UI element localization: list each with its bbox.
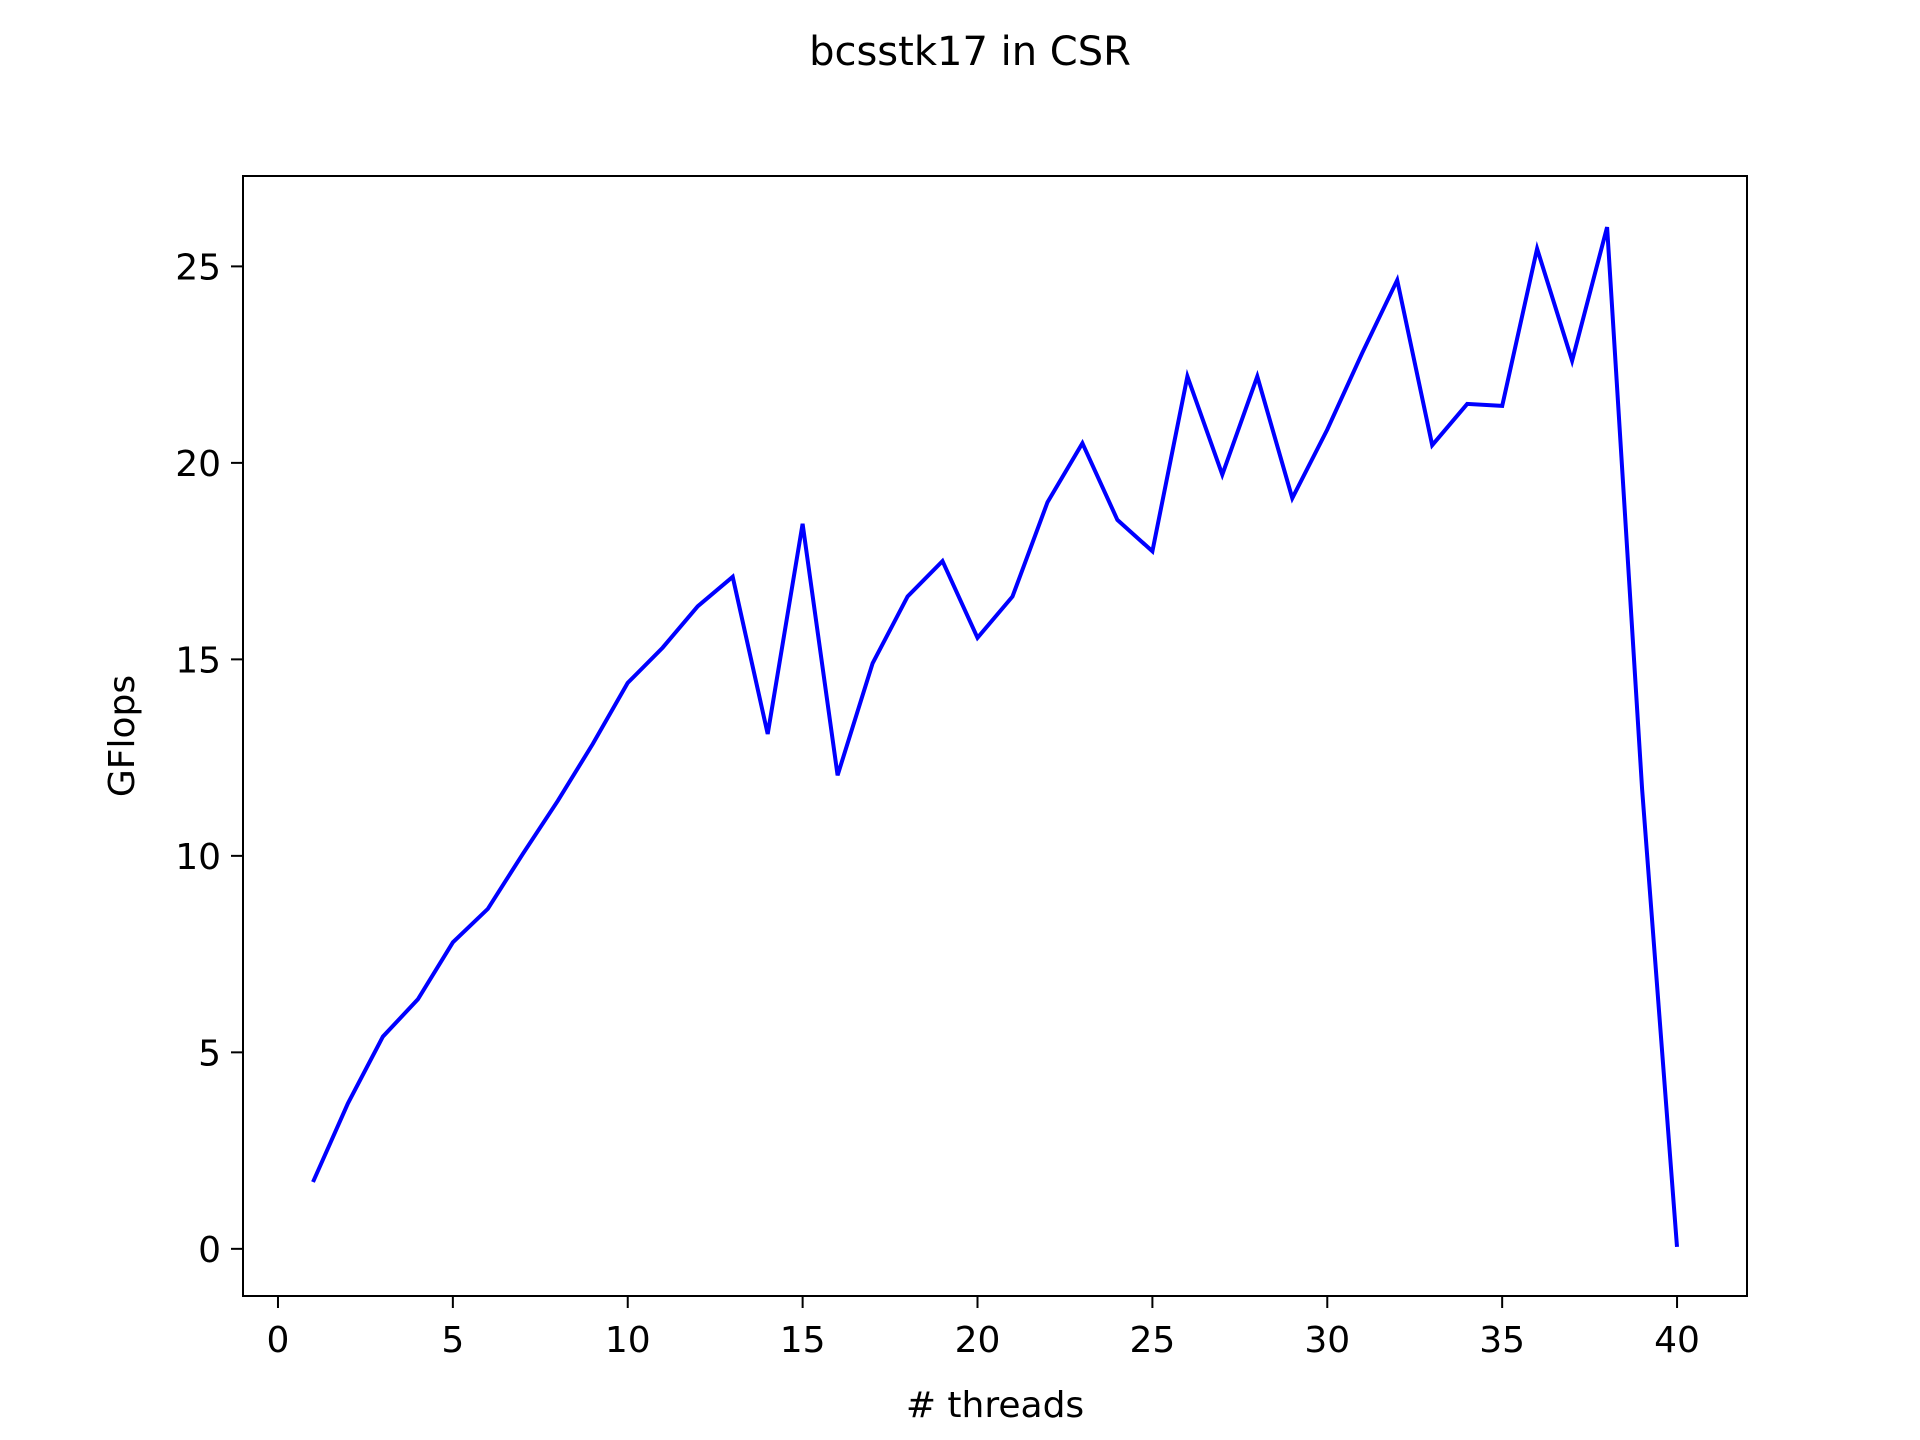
x-tick-label: 10: [605, 1320, 651, 1361]
x-tick-label: 35: [1479, 1320, 1525, 1361]
x-tick-label: 5: [441, 1320, 464, 1361]
x-axis-label: # threads: [906, 1385, 1084, 1426]
y-axis-label: GFlops: [102, 675, 143, 797]
x-tick-label: 30: [1304, 1320, 1350, 1361]
chart-title: bcsstk17 in CSR: [809, 29, 1131, 75]
x-tick-label: 25: [1129, 1320, 1175, 1361]
axis-ticks: 0 5 10 15 20 25 30 35 40 0 5 10 15 20 25: [175, 247, 1700, 1361]
x-tick-label: 0: [267, 1320, 290, 1361]
x-tick-label: 20: [955, 1320, 1001, 1361]
plot-frame: [242, 175, 1748, 1297]
series-lines: [311, 226, 1679, 1248]
y-tick-label: 5: [198, 1033, 221, 1074]
x-tick-label: 15: [780, 1320, 826, 1361]
y-tick-label: 20: [175, 444, 221, 485]
x-tick-label: 40: [1654, 1320, 1700, 1361]
y-tick-label: 25: [175, 247, 221, 288]
y-tick-label: 10: [175, 837, 221, 878]
y-tick-label: 15: [175, 640, 221, 681]
y-tick-label: 0: [198, 1230, 221, 1271]
series-line: [311, 226, 1679, 1248]
